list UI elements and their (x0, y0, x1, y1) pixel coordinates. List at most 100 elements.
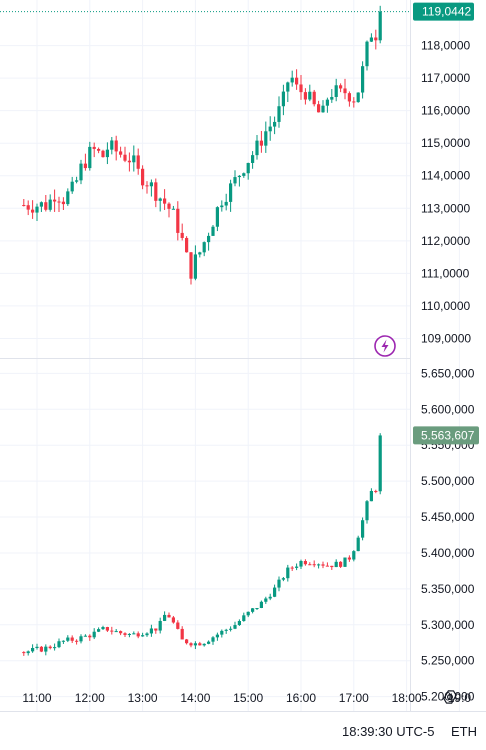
candle-body (66, 191, 70, 205)
x-tick-label: 11:00 (22, 691, 51, 705)
candle-body (361, 520, 365, 538)
candle-body (246, 162, 250, 174)
candle-body (224, 201, 228, 206)
candle-body (295, 566, 299, 568)
y-tick-label: 5.600,000 (421, 402, 475, 416)
candle-body (110, 630, 114, 632)
x-tick-label: 19:0 (448, 691, 472, 705)
candle-body (339, 561, 343, 567)
candle-body (22, 652, 26, 654)
candle-body (378, 11, 382, 41)
candle-body (176, 208, 180, 233)
candle-body (369, 490, 373, 502)
candle-body (119, 151, 123, 155)
settings-gear-icon[interactable] (441, 688, 459, 706)
candle-body (176, 622, 180, 629)
candle-body (330, 565, 334, 568)
candle-body (44, 646, 48, 652)
y-tick-label: 114,0000 (421, 169, 470, 183)
candle-body (220, 205, 224, 208)
candle-body (268, 126, 272, 132)
candle-body (361, 66, 365, 93)
candle-body (378, 435, 382, 492)
candle-body (369, 37, 373, 42)
candle-body (79, 163, 83, 181)
candle-body (127, 160, 131, 163)
candle-body (132, 155, 136, 163)
candle-body (92, 146, 96, 149)
candle-body (295, 77, 299, 85)
candle-body (171, 208, 175, 210)
candle-body (198, 252, 202, 255)
candle-body (251, 608, 255, 612)
x-tick-label: 12:00 (75, 691, 105, 705)
upper-price-scale[interactable]: 109,0000 110,0000 111,0000 112,0000 113,0000… (421, 39, 471, 346)
candle-body (44, 202, 48, 210)
candle-body (79, 636, 83, 642)
candle-body (246, 611, 250, 616)
status-bar: 18:39:30 UTC-5 ETH (0, 711, 486, 750)
candle-body (255, 140, 259, 156)
candle-body (163, 614, 167, 621)
candle-body (105, 149, 109, 158)
candle-body (303, 92, 307, 100)
time-scale[interactable]: 11:00 12:00 13:00 14:00 15:00 16:00 17:00 18:00… (22, 691, 471, 705)
candle-body (57, 641, 61, 648)
flash-icon[interactable] (374, 335, 396, 357)
candle-body (88, 635, 92, 638)
clock-timezone[interactable]: 18:39:30 UTC-5 (342, 724, 435, 739)
candle-body (347, 557, 351, 560)
candle-body (325, 565, 329, 567)
candle-body (343, 88, 347, 94)
candle-body (290, 567, 294, 569)
candle-body (61, 640, 65, 642)
candle-body (229, 628, 233, 630)
y-tick-label: 5.650,000 (421, 366, 475, 380)
candle-body (308, 91, 312, 100)
candle-body (321, 564, 325, 566)
candle-body (48, 199, 52, 210)
upper-last-price-label: 119,0442 (422, 5, 471, 19)
candle-body (233, 625, 237, 629)
candle-body (149, 628, 153, 634)
candle-body (101, 150, 105, 158)
candle-body (114, 140, 118, 152)
candle-body (343, 557, 347, 567)
candle-body (53, 199, 57, 202)
candle-body (233, 177, 237, 184)
grid (0, 0, 460, 711)
candle-body (136, 155, 140, 169)
y-tick-label: 5.400,000 (421, 546, 475, 560)
candle-body (281, 578, 285, 580)
candle-body (88, 146, 92, 169)
candle-body (215, 207, 219, 227)
candle-body (347, 93, 351, 102)
candle-body (264, 598, 268, 602)
candle-body (220, 630, 224, 635)
y-tick-label: 116,0000 (421, 104, 470, 118)
candle-body (171, 617, 175, 623)
candle-body (202, 242, 206, 253)
y-tick-label: 109,0000 (421, 331, 471, 345)
candle-body (136, 633, 140, 637)
x-tick-label: 15:00 (233, 691, 263, 705)
candle-body (317, 104, 321, 113)
candle-body (127, 633, 131, 635)
candle-body (215, 634, 219, 638)
candle-body (290, 77, 294, 83)
candle-body (70, 637, 74, 641)
candle-body (61, 201, 65, 205)
candle-body (154, 182, 158, 201)
candle-body (132, 633, 136, 635)
candle-body (211, 226, 215, 236)
candle-body (334, 561, 338, 568)
candle-body (321, 105, 325, 113)
session-label[interactable]: ETH (451, 724, 477, 739)
candle-body (35, 646, 39, 648)
candle-body (334, 85, 338, 97)
lower-price-scale[interactable]: 5.200,0005.250,0005.300,0005.350,0005.40… (421, 366, 475, 703)
candle-body (70, 181, 74, 192)
candle-body (154, 628, 158, 631)
candle-body (92, 631, 96, 638)
candle-body (26, 651, 30, 654)
